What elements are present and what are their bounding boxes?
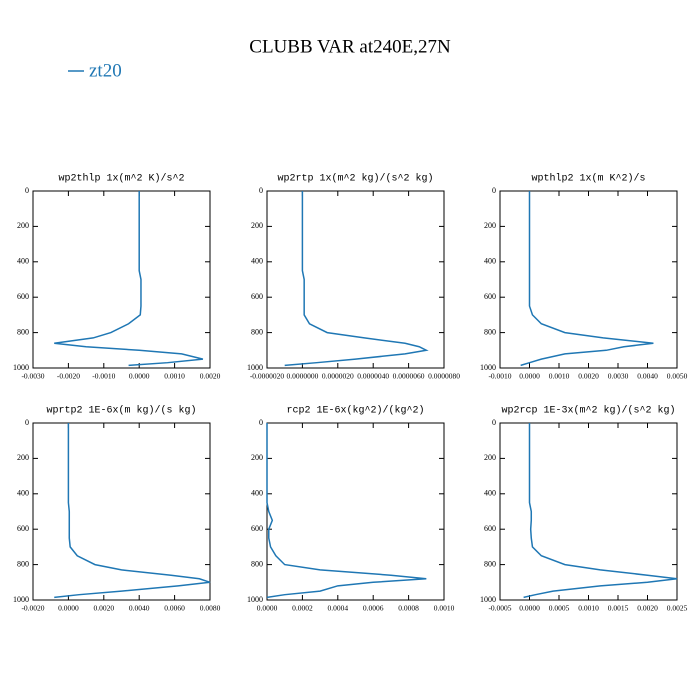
x-tick-label: 0.0020 xyxy=(200,372,221,381)
y-tick-label: 200 xyxy=(17,453,29,462)
x-tick-label: 0.0000 xyxy=(257,604,278,613)
y-tick-label: 400 xyxy=(17,489,29,498)
x-tick-label: 0.0000 xyxy=(519,604,540,613)
plot-frame xyxy=(266,190,445,369)
x-tick-label: 0.0000 xyxy=(519,372,540,381)
x-tick-label: -0.0030 xyxy=(21,372,44,381)
y-tick-label: 200 xyxy=(484,453,496,462)
y-tick-label: 1000 xyxy=(480,595,496,604)
x-tick-label: 0.0000 xyxy=(129,372,150,381)
subplot-title: wp2rcp 1E-3x(m^2 kg)/(s^2 kg) xyxy=(501,405,675,417)
x-tick-label: -0.0020 xyxy=(21,604,44,613)
y-tick-label: 800 xyxy=(17,559,29,568)
x-tick-label: 0.0030 xyxy=(608,372,629,381)
x-tick-label: 0.0005 xyxy=(549,604,570,613)
x-tick-label: 0.0010 xyxy=(434,604,455,613)
x-tick-label: 0.0010 xyxy=(164,372,185,381)
profile-line xyxy=(520,191,654,367)
y-tick-label: 1000 xyxy=(13,363,29,372)
subplot-title: wp2thlp 1x(m^2 K)/s^2 xyxy=(58,173,184,185)
subplot-title: wprtp2 1E-6x(m kg)/(s kg) xyxy=(46,405,196,417)
y-tick-label: 400 xyxy=(251,489,263,498)
x-tick-label: 0.0020 xyxy=(637,604,658,613)
plot-frame xyxy=(499,422,678,601)
y-tick-label: 600 xyxy=(251,524,263,533)
x-tick-label: 0.0020 xyxy=(93,604,114,613)
plot-frame xyxy=(32,422,211,601)
y-tick-label: 600 xyxy=(251,292,263,301)
y-tick-label: 800 xyxy=(484,327,496,336)
x-tick-label: 0.0040 xyxy=(637,372,658,381)
y-tick-label: 200 xyxy=(484,221,496,230)
y-tick-label: 400 xyxy=(484,489,496,498)
x-tick-label: -0.0020 xyxy=(57,372,80,381)
subplot-title: wp2rtp 1x(m^2 kg)/(s^2 kg) xyxy=(277,173,433,185)
y-tick-label: 600 xyxy=(484,524,496,533)
profile-line xyxy=(266,423,427,599)
x-tick-label: 0.0000040 xyxy=(357,372,389,381)
y-tick-label: 1000 xyxy=(247,363,263,372)
x-tick-label: 0.0000080 xyxy=(428,372,460,381)
x-tick-label: 0.0015 xyxy=(608,604,629,613)
y-tick-label: 0 xyxy=(492,418,496,427)
x-tick-label: 0.0020 xyxy=(578,372,599,381)
x-tick-label: 0.0050 xyxy=(667,372,688,381)
plot-frame xyxy=(266,422,445,601)
x-tick-label: -0.0005 xyxy=(488,604,511,613)
x-tick-label: 0.0060 xyxy=(164,604,185,613)
x-tick-label: 0.0010 xyxy=(578,604,599,613)
y-tick-label: 0 xyxy=(492,186,496,195)
x-tick-label: 0.0000020 xyxy=(322,372,354,381)
x-tick-label: 0.0006 xyxy=(363,604,384,613)
x-tick-label: 0.0002 xyxy=(292,604,313,613)
y-tick-label: 200 xyxy=(17,221,29,230)
y-tick-label: 200 xyxy=(251,453,263,462)
x-tick-label: 0.0004 xyxy=(327,604,348,613)
y-tick-label: 800 xyxy=(17,327,29,336)
y-tick-label: 400 xyxy=(17,257,29,266)
x-tick-label: 0.0000000 xyxy=(286,372,318,381)
y-tick-label: 200 xyxy=(251,221,263,230)
y-tick-label: 0 xyxy=(25,418,29,427)
y-tick-label: 0 xyxy=(259,418,263,427)
profile-line xyxy=(284,191,429,367)
x-tick-label: 0.0000060 xyxy=(393,372,425,381)
y-tick-label: 0 xyxy=(259,186,263,195)
y-tick-label: 600 xyxy=(484,292,496,301)
y-tick-label: 600 xyxy=(17,524,29,533)
subplot-title: wpthlp2 1x(m K^2)/s xyxy=(531,173,645,185)
x-tick-label: 0.0010 xyxy=(549,372,570,381)
x-tick-label: 0.0008 xyxy=(398,604,419,613)
x-tick-label: -0.0010 xyxy=(92,372,115,381)
x-tick-label: 0.0080 xyxy=(200,604,221,613)
profile-line xyxy=(54,423,211,599)
y-tick-label: 400 xyxy=(251,257,263,266)
y-tick-label: 800 xyxy=(251,559,263,568)
legend-label: zt20 xyxy=(89,60,122,81)
y-tick-label: 600 xyxy=(17,292,29,301)
x-tick-label: 0.0000 xyxy=(58,604,79,613)
subplot-title: rcp2 1E-6x(kg^2)/(kg^2) xyxy=(286,405,424,417)
y-tick-label: 800 xyxy=(251,327,263,336)
figure-title: CLUBB VAR at240E,27N xyxy=(249,36,451,57)
plot-frame xyxy=(499,190,678,369)
x-tick-label: -0.0000020 xyxy=(250,372,285,381)
y-tick-label: 1000 xyxy=(247,595,263,604)
y-tick-label: 1000 xyxy=(13,595,29,604)
y-tick-label: 400 xyxy=(484,257,496,266)
profile-line xyxy=(523,423,678,599)
plot-frame xyxy=(32,190,211,369)
y-tick-label: 0 xyxy=(25,186,29,195)
y-tick-label: 1000 xyxy=(480,363,496,372)
x-tick-label: 0.0040 xyxy=(129,604,150,613)
y-tick-label: 800 xyxy=(484,559,496,568)
x-tick-label: -0.0010 xyxy=(488,372,511,381)
x-tick-label: 0.0025 xyxy=(667,604,688,613)
profile-line xyxy=(54,191,204,367)
